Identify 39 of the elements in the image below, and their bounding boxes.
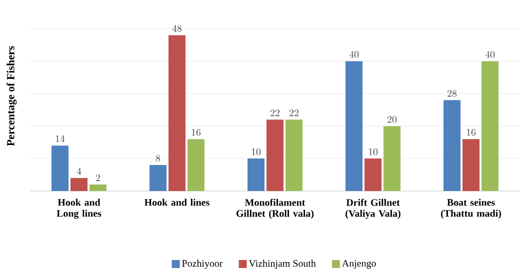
bar bbox=[89, 184, 106, 191]
bar bbox=[150, 165, 167, 191]
bar bbox=[346, 61, 363, 191]
bar bbox=[364, 158, 382, 191]
data-label: 8 bbox=[156, 154, 160, 162]
data-label: 48 bbox=[172, 24, 182, 32]
bar bbox=[248, 158, 265, 191]
data-label: 4 bbox=[76, 168, 82, 175]
bar bbox=[266, 120, 284, 191]
bar bbox=[383, 126, 400, 191]
x-tick-label: Monofilament Gillnet (Roll vala) bbox=[236, 198, 314, 219]
legend-label: Anjengo bbox=[342, 260, 376, 269]
data-label: 28 bbox=[448, 90, 457, 97]
y-axis-title: Percentage of Fishers bbox=[6, 46, 17, 146]
data-label: 20 bbox=[388, 116, 397, 123]
x-tick-label: Hook and Long lines bbox=[56, 198, 102, 219]
data-label: 40 bbox=[349, 50, 359, 58]
data-label: 2 bbox=[96, 174, 100, 181]
legend-label: Pozhiyoor bbox=[182, 260, 223, 269]
x-tick-label: Drift Gillnet (Valiya Vala) bbox=[346, 198, 400, 219]
x-tick-label: Hook and lines bbox=[144, 198, 210, 206]
bar bbox=[168, 35, 186, 191]
data-label: 16 bbox=[466, 128, 476, 136]
bar bbox=[187, 139, 204, 191]
data-label: 10 bbox=[368, 148, 378, 156]
bar bbox=[285, 120, 302, 191]
x-tick-label: Boat seines (Thattu madi) bbox=[440, 198, 501, 219]
bar bbox=[52, 146, 69, 191]
bar bbox=[444, 100, 461, 191]
bar bbox=[481, 61, 498, 191]
bar bbox=[462, 139, 480, 191]
data-label: 16 bbox=[192, 128, 201, 136]
data-label: 22 bbox=[290, 109, 298, 116]
legend-label: Vizhinjam South bbox=[248, 260, 316, 269]
bar bbox=[70, 178, 88, 191]
data-label: 14 bbox=[56, 135, 65, 142]
data-label: 40 bbox=[485, 50, 495, 58]
data-label: 10 bbox=[252, 148, 261, 156]
data-label: 22 bbox=[270, 109, 280, 116]
